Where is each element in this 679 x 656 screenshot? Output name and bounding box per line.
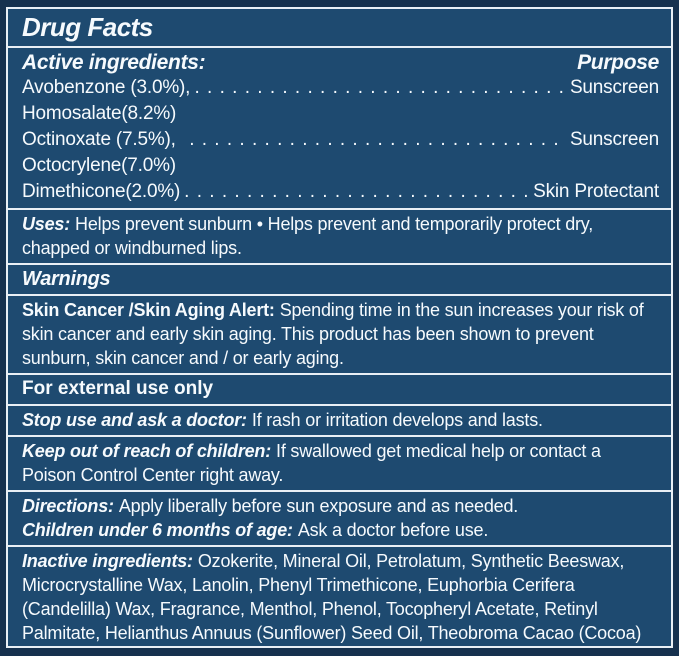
keep-out-label: Keep out of reach of children:: [22, 441, 272, 461]
warnings-section: Warnings: [8, 265, 671, 296]
keep-out-of-reach-section: Keep out of reach of children: If swallow…: [8, 437, 671, 492]
ingredient-purpose: Sunscreen: [569, 77, 659, 98]
drug-facts-title: Drug Facts: [22, 12, 153, 42]
inactive-ingredients-text: Ozokerite, Mineral Oil, Petrolatum, Synt…: [22, 551, 642, 643]
external-use-heading: For external use only: [22, 378, 214, 399]
directions-label: Directions:: [22, 496, 114, 516]
active-ingredients-heading: Active ingredients:: [22, 51, 206, 74]
inactive-ingredients-section: Inactive ingredients: Ozokerite, Mineral …: [8, 547, 671, 646]
uses-label: Uses:: [22, 214, 71, 234]
warnings-heading: Warnings: [22, 268, 111, 290]
keep-out-text: If swallowed get medical help or contact…: [22, 441, 601, 485]
ingredient-name: Avobenzone (3.0%), Homosalate(8.2%): [22, 77, 191, 124]
ingredient-name: Dimethicone(2.0%): [22, 181, 181, 202]
directions-text: Apply liberally before sun exposure and …: [118, 496, 519, 516]
active-ingredients-section: Active ingredients: Purpose Avobenzone (…: [8, 48, 671, 210]
ingredient-row: Dimethicone(2.0%) Skin Protectant: [22, 179, 659, 205]
skin-cancer-alert-label: Skin Cancer /Skin Aging Alert:: [22, 300, 275, 320]
uses-section: Uses: Helps prevent sunburn • Helps preve…: [8, 210, 671, 265]
external-use-section: For external use only: [8, 375, 671, 406]
children-under-6-text: Ask a doctor before use.: [297, 520, 489, 540]
active-ingredients-header-row: Active ingredients: Purpose: [22, 50, 659, 75]
ingredient-row: Octinoxate (7.5%), Octocrylene(7.0%) Sun…: [22, 127, 659, 179]
stop-use-label: Stop use and ask a doctor:: [22, 410, 247, 430]
drug-facts-panel: Drug Facts Active ingredients: Purpose A…: [6, 7, 673, 648]
directions-section: Directions: Apply liberally before sun ex…: [8, 492, 671, 547]
stop-use-section: Stop use and ask a doctor: If rash or irr…: [8, 406, 671, 437]
uses-text: Helps prevent sunburn • Helps prevent an…: [22, 214, 594, 258]
dot-leader: [189, 127, 566, 153]
ingredient-row: Avobenzone (3.0%), Homosalate(8.2%) Suns…: [22, 75, 659, 127]
children-under-6-label: Children under 6 months of age:: [22, 520, 293, 540]
ingredient-purpose: Skin Protectant: [533, 181, 659, 202]
dot-leader: [194, 75, 565, 101]
inactive-ingredients-label: Inactive ingredients:: [22, 551, 193, 571]
dot-leader: [184, 179, 529, 205]
purpose-column-header: Purpose: [577, 51, 659, 74]
header-section: Drug Facts: [8, 9, 671, 48]
ingredient-name: Octinoxate (7.5%), Octocrylene(7.0%): [22, 129, 176, 176]
skin-cancer-alert-section: Skin Cancer /Skin Aging Alert: Spending t…: [8, 296, 671, 375]
stop-use-text: If rash or irritation develops and lasts…: [251, 410, 543, 430]
skin-cancer-alert-text: Spending time in the sun increases your …: [22, 300, 644, 368]
ingredient-purpose: Sunscreen: [569, 129, 659, 150]
